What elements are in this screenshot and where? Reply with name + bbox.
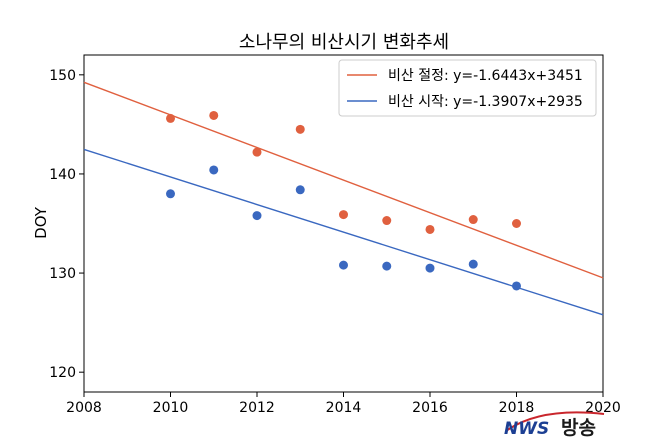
data-points xyxy=(166,110,521,291)
x-tick-label: 2020 xyxy=(585,400,621,416)
trendlines xyxy=(83,81,604,316)
data-point-peak xyxy=(166,113,175,123)
data-point-peak xyxy=(382,216,392,226)
data-point-start xyxy=(512,281,521,291)
y-tick-label: 120 xyxy=(49,365,76,381)
legend-entry-start: 비산 시작: y=-1.3907x+2935 xyxy=(388,94,583,110)
watermark-logo-text: NWS xyxy=(504,419,549,439)
watermark-logo: NWS 방송 xyxy=(504,411,605,439)
y-axis-label: DOY xyxy=(32,206,50,239)
y-tick-label: 150 xyxy=(49,68,76,84)
chart-title: 소나무의 비산시기 변화추세 xyxy=(239,32,449,53)
data-point-start xyxy=(468,259,478,269)
legend: 비산 절정: y=-1.6443x+3451 비산 시작: y=-1.3907x… xyxy=(338,59,597,117)
y-tick-label: 130 xyxy=(49,266,76,282)
legend-entry-peak: 비산 절정: y=-1.6443x+3451 xyxy=(388,68,583,84)
data-point-peak xyxy=(512,219,521,228)
data-point-start xyxy=(166,189,175,199)
x-axis: 2008 2010 2012 2014 2016 2018 2020 xyxy=(66,392,621,416)
x-tick-label: 2010 xyxy=(153,400,189,416)
data-point-peak xyxy=(295,124,305,134)
data-point-peak xyxy=(468,215,478,225)
data-point-start xyxy=(295,185,305,195)
x-tick-label: 2012 xyxy=(239,400,275,416)
data-point-start xyxy=(252,211,262,221)
x-tick-label: 2018 xyxy=(499,400,535,416)
data-point-peak xyxy=(339,210,348,220)
legend-box xyxy=(338,59,597,117)
data-point-start xyxy=(339,260,348,270)
x-tick-label: 2008 xyxy=(66,400,102,416)
y-tick-label: 140 xyxy=(49,167,76,183)
data-point-start xyxy=(209,165,219,175)
data-point-peak xyxy=(425,224,435,234)
data-point-start xyxy=(425,263,435,273)
watermark-text: 방송 xyxy=(561,417,596,439)
y-axis: 120 130 140 150 xyxy=(49,68,84,381)
data-point-peak xyxy=(252,147,262,157)
x-tick-label: 2014 xyxy=(326,400,362,416)
trendline-start xyxy=(83,148,604,316)
data-point-start xyxy=(382,261,392,271)
x-tick-label: 2016 xyxy=(412,400,448,416)
data-point-peak xyxy=(209,110,219,120)
watermark-swoosh xyxy=(505,411,605,432)
